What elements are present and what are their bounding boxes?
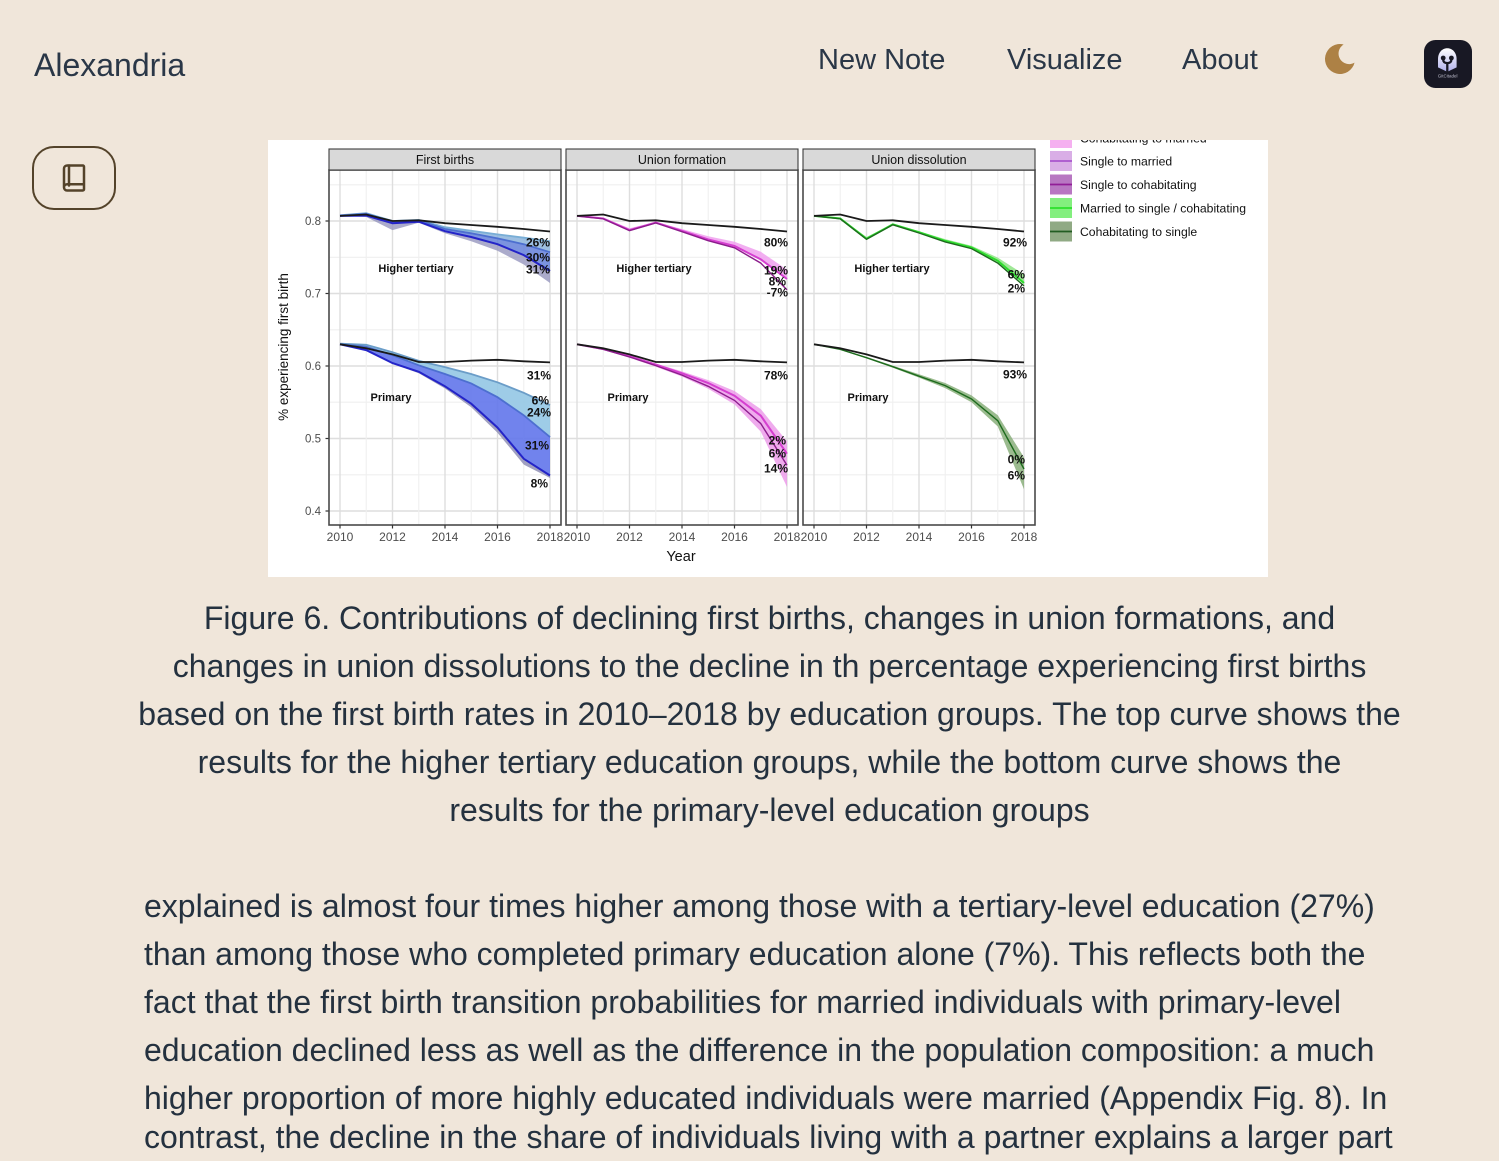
svg-text:2012: 2012 (616, 530, 643, 544)
svg-text:% experiencing first birth: % experiencing first birth (276, 273, 291, 421)
svg-text:Primary: Primary (608, 392, 650, 404)
svg-text:19%: 19% (764, 263, 788, 277)
svg-text:2014: 2014 (669, 530, 696, 544)
svg-text:0.4: 0.4 (305, 506, 322, 518)
svg-text:2014: 2014 (906, 530, 933, 544)
svg-text:31%: 31% (527, 368, 551, 382)
svg-text:2018: 2018 (1011, 530, 1038, 544)
svg-text:31%: 31% (526, 262, 550, 276)
svg-text:Union formation: Union formation (638, 153, 726, 167)
svg-text:2010: 2010 (801, 530, 828, 544)
svg-text:14%: 14% (764, 461, 788, 475)
svg-text:First births: First births (416, 153, 474, 167)
svg-text:Cohabitating to married: Cohabitating to married (1080, 140, 1207, 145)
svg-text:78%: 78% (764, 368, 788, 382)
svg-text:Year: Year (666, 549, 695, 565)
svg-text:GitCitadel: GitCitadel (1438, 74, 1458, 79)
svg-text:2012: 2012 (853, 530, 880, 544)
svg-text:Single to married: Single to married (1080, 154, 1172, 168)
svg-text:Cohabitating to single: Cohabitating to single (1080, 225, 1197, 239)
svg-text:-7%: -7% (767, 285, 789, 299)
svg-text:31%: 31% (525, 438, 549, 452)
svg-text:2%: 2% (769, 433, 787, 447)
svg-text:2%: 2% (1008, 281, 1026, 295)
svg-text:6%: 6% (1008, 267, 1026, 281)
svg-text:0%: 0% (1008, 452, 1026, 466)
svg-text:93%: 93% (1003, 367, 1027, 381)
svg-text:Primary: Primary (848, 392, 890, 404)
svg-text:80%: 80% (764, 235, 788, 249)
svg-text:2010: 2010 (327, 530, 354, 544)
svg-text:Higher tertiary: Higher tertiary (616, 263, 692, 275)
svg-text:0.7: 0.7 (305, 288, 321, 300)
svg-text:26%: 26% (526, 235, 550, 249)
svg-text:30%: 30% (526, 250, 550, 264)
svg-text:Married to single / cohabitati: Married to single / cohabitating (1080, 201, 1246, 215)
svg-text:Union dissolution: Union dissolution (871, 153, 966, 167)
svg-text:2018: 2018 (537, 530, 564, 544)
svg-text:0.8: 0.8 (305, 216, 321, 228)
svg-text:2016: 2016 (958, 530, 985, 544)
svg-text:0.6: 0.6 (305, 361, 321, 373)
svg-text:Higher tertiary: Higher tertiary (854, 263, 930, 275)
svg-text:2012: 2012 (379, 530, 406, 544)
svg-text:2014: 2014 (432, 530, 459, 544)
svg-text:2016: 2016 (721, 530, 748, 544)
svg-text:2016: 2016 (484, 530, 511, 544)
svg-text:6%: 6% (1008, 468, 1026, 482)
svg-text:Higher tertiary: Higher tertiary (378, 263, 454, 275)
svg-text:2018: 2018 (774, 530, 801, 544)
svg-text:8%: 8% (531, 476, 549, 490)
svg-text:24%: 24% (527, 405, 551, 419)
svg-text:Primary: Primary (371, 392, 413, 404)
svg-text:2010: 2010 (564, 530, 591, 544)
svg-text:0.5: 0.5 (305, 433, 321, 445)
svg-text:6%: 6% (769, 446, 787, 460)
svg-text:92%: 92% (1003, 235, 1027, 249)
svg-text:6%: 6% (532, 393, 550, 407)
svg-text:8%: 8% (769, 274, 787, 288)
svg-text:Single to cohabitating: Single to cohabitating (1080, 178, 1197, 192)
